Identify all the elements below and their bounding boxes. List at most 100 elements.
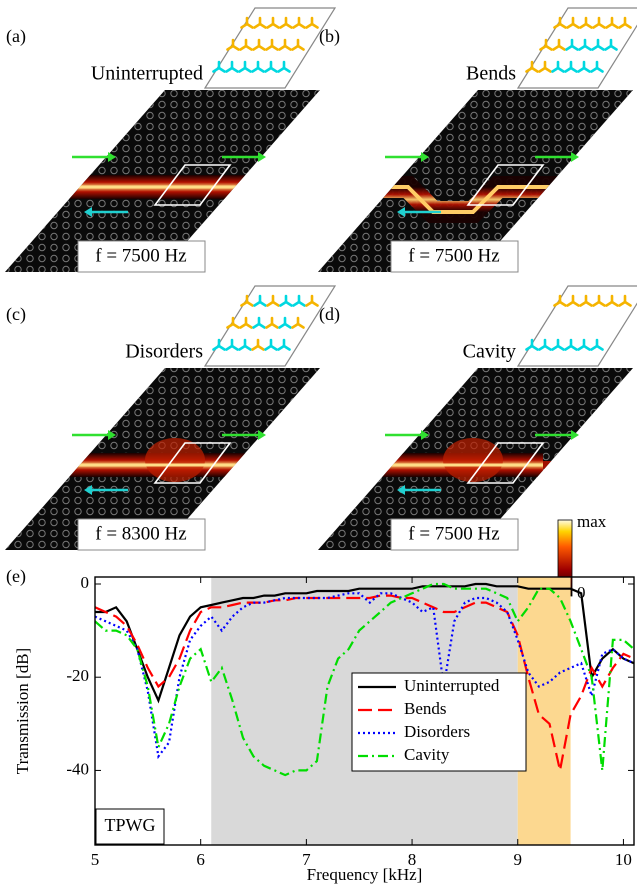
field-panel: f = 7500 Hz (b) Bends	[318, 7, 637, 273]
tripod-arm	[271, 300, 280, 307]
tripod-arm	[595, 66, 604, 73]
legend-box	[351, 672, 527, 772]
tripod-arm	[610, 22, 619, 29]
tripod-arm	[269, 66, 278, 73]
frequency-label: f = 7500 Hz	[408, 245, 499, 266]
frequency-label: f = 7500 Hz	[408, 523, 499, 544]
x-tick-label: 6	[196, 850, 205, 869]
tripod-arm	[230, 344, 239, 351]
panel-label: (c)	[6, 304, 26, 325]
tripod-arm	[571, 22, 580, 29]
tripod-arm	[257, 44, 266, 51]
cell-outline	[153, 442, 232, 484]
tripod-arm	[296, 322, 305, 329]
tripod-arm	[284, 22, 293, 29]
scatter-glow	[145, 438, 205, 482]
tripod-arm	[245, 22, 254, 29]
shaded-region	[517, 577, 571, 845]
field-panel: f = 8300 Hz (c) Disorders	[5, 285, 337, 551]
tripod-arm	[530, 344, 539, 351]
tripod-arm	[282, 344, 291, 351]
scatter-glow	[443, 438, 503, 482]
tripod-arm	[570, 44, 579, 51]
arrowhead	[108, 152, 116, 162]
tripod-arm	[310, 300, 319, 307]
tripod-arm	[243, 344, 252, 351]
x-tick-label: 10	[615, 850, 632, 869]
tripod-arm	[283, 322, 292, 329]
tripod-arm	[271, 22, 280, 29]
inset	[516, 285, 637, 367]
tripod-arm	[217, 344, 226, 351]
wave-core	[353, 185, 633, 214]
arrowhead	[571, 430, 579, 440]
tripod-arm	[217, 66, 226, 73]
series-line	[95, 582, 635, 704]
tripod-arm	[556, 66, 565, 73]
tripod-arm	[245, 300, 254, 307]
tripod-arm	[283, 44, 292, 51]
tripod-arm	[530, 66, 539, 73]
tripod-arm	[231, 44, 240, 51]
arrowhead	[397, 485, 405, 495]
panel-title: Uninterrupted	[91, 63, 203, 85]
plot-frame	[94, 576, 635, 846]
tripod-arm	[244, 44, 253, 51]
panel-title: Cavity	[463, 341, 516, 363]
tripod-arm	[610, 300, 619, 307]
tripod-arm	[296, 44, 305, 51]
tripod-arm	[558, 22, 567, 29]
tripod-arm	[256, 344, 265, 351]
tripod-arm	[556, 344, 565, 351]
arrowhead	[84, 207, 92, 217]
tripod-arm	[569, 344, 578, 351]
freq-box	[390, 518, 519, 551]
frequency-label: f = 7500 Hz	[95, 245, 186, 266]
tripod-arm	[571, 300, 580, 307]
tripod-arm	[569, 66, 578, 73]
tripod-arm	[257, 322, 266, 329]
annotation-box	[95, 808, 165, 845]
tripod-arm	[597, 22, 606, 29]
arrowhead	[397, 207, 405, 217]
x-axis-label: Frequency [kHz]	[307, 865, 423, 884]
x-tick-label: 5	[91, 850, 100, 869]
field-panel: f = 7500 Hz (a) Uninterrupted	[5, 7, 337, 273]
arrowhead	[421, 430, 429, 440]
arrowhead	[108, 430, 116, 440]
freq-box	[77, 240, 206, 273]
cell-outline	[466, 164, 545, 206]
panel-label: (b)	[319, 26, 340, 47]
panel-label: (d)	[319, 304, 340, 325]
x-tick-label: 8	[408, 850, 417, 869]
y-tick-label: -40	[66, 759, 89, 778]
tripod-arm	[258, 300, 267, 307]
tripod-arm	[623, 300, 632, 307]
legend-label: Cavity	[404, 745, 450, 764]
tripod-arm	[543, 66, 552, 73]
chart: 5 6 7 8 9 10 0 -20 -40 Frequency [kHz] Transmissio…	[6, 566, 635, 884]
panel-title: Bends	[466, 63, 516, 85]
tripod-arm	[557, 44, 566, 51]
tripod-arm	[595, 344, 604, 351]
tripod-arm	[256, 66, 265, 73]
frequency-label: f = 8300 Hz	[95, 523, 186, 544]
tripod-arm	[583, 44, 592, 51]
tripod-arm	[243, 66, 252, 73]
wave-band-weak	[543, 461, 633, 469]
tripod-arm	[269, 344, 278, 351]
legend-label: Uninterrupted	[404, 676, 500, 695]
cell-outline	[153, 164, 232, 206]
freq-box	[77, 518, 206, 551]
freq-box	[390, 240, 519, 273]
colorbar-max: max	[577, 512, 607, 531]
y-axis-label: Transmission [dB]	[13, 648, 32, 774]
tripod-arm	[597, 300, 606, 307]
tripod-arm	[297, 22, 306, 29]
x-tick-label: 7	[302, 850, 311, 869]
x-tick-label: 9	[513, 850, 522, 869]
tripod-arm	[282, 66, 291, 73]
arrowhead	[258, 430, 266, 440]
tripod-arm	[230, 66, 239, 73]
